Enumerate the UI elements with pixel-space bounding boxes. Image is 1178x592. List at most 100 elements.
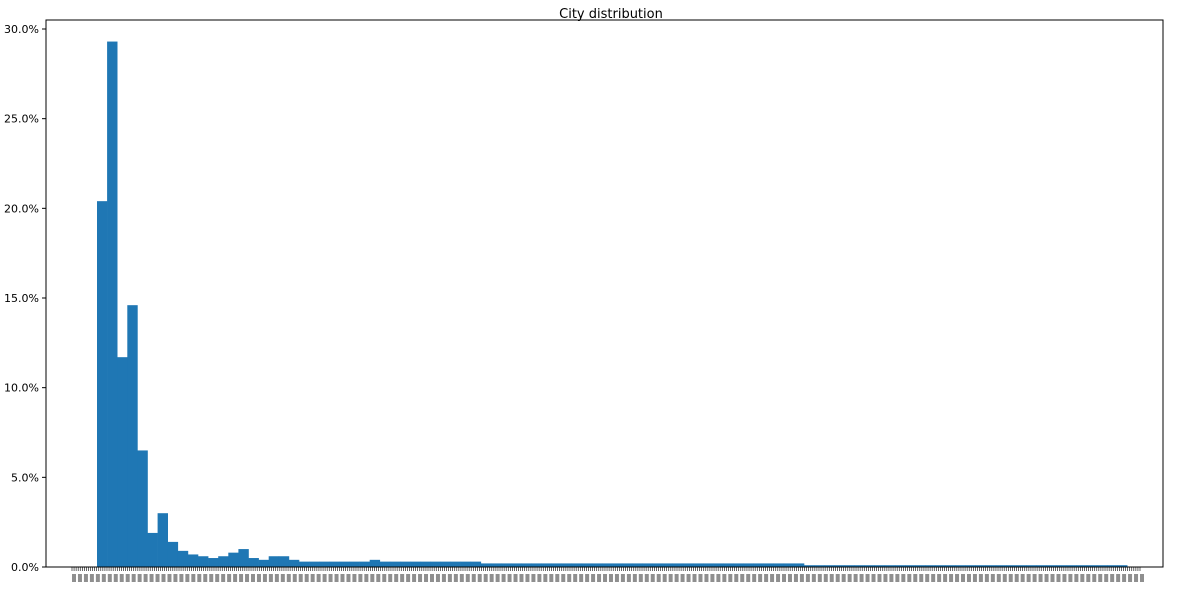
x-tick-label-glyph [1134, 574, 1139, 582]
x-tick-label-glyph [495, 574, 500, 582]
x-tick-label-glyph [376, 574, 381, 582]
x-tick-label-glyph [549, 574, 554, 582]
bar [258, 559, 269, 567]
bar [1026, 565, 1037, 567]
x-tick-label-glyph [1086, 574, 1091, 582]
bar [965, 565, 976, 567]
x-tick-label-glyph [597, 574, 602, 582]
bar [692, 563, 704, 567]
bar [238, 549, 249, 567]
x-tick-label-glyph [817, 574, 822, 582]
x-tick-label-glyph [143, 574, 148, 582]
bar [1006, 565, 1017, 567]
x-tick-label-glyph [412, 574, 417, 582]
bar [894, 565, 906, 567]
x-tick-label-glyph [179, 574, 184, 582]
x-tick-label-glyph [620, 574, 625, 582]
x-tick-label-glyph [1116, 574, 1121, 582]
bar [763, 563, 774, 567]
bars-group [97, 41, 1128, 567]
bar [733, 563, 744, 567]
bar [571, 563, 583, 567]
bar [167, 541, 179, 567]
x-tick-label-glyph [197, 574, 202, 582]
x-tick-label-glyph [382, 574, 387, 582]
bar [359, 561, 370, 567]
x-tick-label-glyph [650, 574, 655, 582]
x-tick-label-glyph [101, 574, 106, 582]
x-tick-label-glyph [1074, 574, 1079, 582]
bar [622, 563, 633, 567]
bar [521, 563, 532, 567]
bar [602, 563, 613, 567]
x-tick-label-glyph [1122, 574, 1127, 582]
bar [642, 563, 653, 567]
x-tick-label-glyph [931, 574, 936, 582]
x-tick-label-glyph [1020, 574, 1025, 582]
y-tick-label: 15.0% [4, 292, 39, 305]
x-tick-label-glyph [1050, 574, 1055, 582]
bar [814, 565, 825, 567]
bar [662, 563, 673, 567]
bar [632, 563, 643, 567]
bar [945, 565, 956, 567]
x-tick-label-glyph [722, 574, 727, 582]
x-tick-label-glyph [698, 574, 703, 582]
bar [501, 563, 512, 567]
x-tick-label-glyph [686, 574, 691, 582]
x-tick-label-glyph [280, 574, 285, 582]
bar [400, 561, 411, 567]
bar [278, 556, 290, 567]
x-tick-label-glyph [1014, 574, 1019, 582]
bar [1016, 565, 1027, 567]
x-tick-label-glyph [1080, 574, 1085, 582]
x-tick-label-glyph [752, 574, 757, 582]
x-tick-label-glyph [328, 574, 333, 582]
x-tick-label-glyph [250, 574, 255, 582]
bar [511, 563, 522, 567]
x-tick-label-glyph [949, 574, 954, 582]
x-tick-label-glyph [632, 574, 637, 582]
bar [551, 563, 562, 567]
bar [107, 41, 118, 567]
x-tick-label-glyph [358, 574, 363, 582]
bar [228, 552, 239, 567]
bar [723, 563, 734, 567]
x-tick-label-glyph [680, 574, 685, 582]
x-tick-label-glyph [591, 574, 596, 582]
x-tick-label-glyph [507, 574, 512, 582]
y-tick-label: 5.0% [11, 471, 39, 484]
x-tick-label-glyph [125, 574, 130, 582]
bar [309, 561, 320, 567]
x-tick-label-glyph [925, 574, 930, 582]
x-tick-label-glyph [77, 574, 82, 582]
bar [1066, 565, 1077, 567]
x-tick-label-glyph [573, 574, 578, 582]
plot-frame [45, 19, 1164, 568]
x-ticks-group [71, 567, 1144, 582]
x-tick-label-glyph [901, 574, 906, 582]
bar [389, 561, 401, 567]
x-tick-label-glyph [531, 574, 536, 582]
x-tick-label-glyph [316, 574, 321, 582]
bar [187, 554, 199, 567]
y-tick-label: 30.0% [4, 23, 39, 36]
x-tick-label-glyph [256, 574, 261, 582]
x-tick-label-glyph [340, 574, 345, 582]
x-tick-label-glyph [829, 574, 834, 582]
x-tick-label-glyph [286, 574, 291, 582]
x-tick-label-glyph [1098, 574, 1103, 582]
x-tick-label-glyph [364, 574, 369, 582]
bar [804, 565, 815, 567]
x-tick-label-glyph [95, 574, 100, 582]
bar [450, 561, 461, 567]
bar [1107, 565, 1118, 567]
bar [955, 565, 966, 567]
x-tick-label-glyph [167, 574, 172, 582]
bar [1086, 565, 1098, 567]
x-tick-label-glyph [603, 574, 608, 582]
x-tick-label-glyph [537, 574, 542, 582]
x-tick-label-glyph [388, 574, 393, 582]
x-tick-label-glyph [913, 574, 918, 582]
x-tick-label-glyph [185, 574, 190, 582]
